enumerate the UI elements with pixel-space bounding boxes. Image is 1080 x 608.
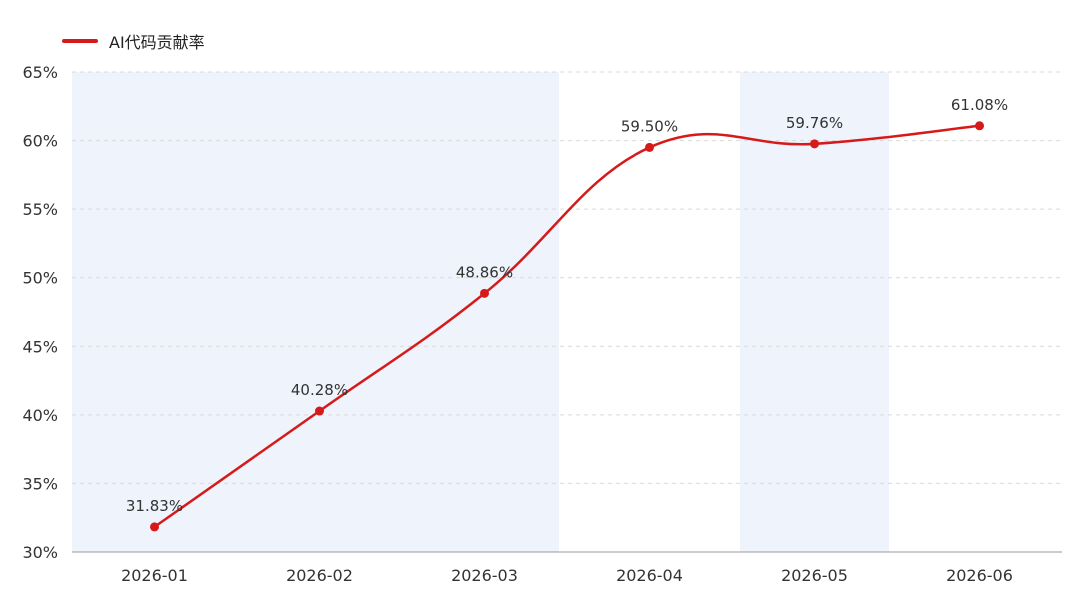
- shaded-bands: [72, 72, 889, 552]
- data-label: 59.76%: [786, 114, 843, 132]
- data-point: [480, 288, 489, 298]
- shaded-band-1: [72, 72, 559, 552]
- data-point: [810, 139, 819, 149]
- data-label: 31.83%: [126, 497, 183, 515]
- grid-lines: [72, 71, 1062, 553]
- x-tick-label: 2026-03: [451, 566, 518, 585]
- y-tick-label: 65%: [22, 63, 58, 82]
- y-tick-label: 45%: [22, 337, 58, 356]
- y-axis-tick-labels: 30% 35% 40% 45% 50% 55% 60% 65%: [22, 63, 58, 562]
- x-axis-tick-labels: 2026-01 2026-02 2026-03 2026-04 2026-05 2026-…: [121, 566, 1013, 585]
- x-tick-label: 2026-02: [286, 566, 353, 585]
- data-point: [645, 142, 654, 152]
- data-point: [315, 406, 324, 416]
- data-label: 40.28%: [291, 381, 348, 399]
- data-point: [150, 522, 159, 532]
- data-label: 48.86%: [456, 263, 513, 281]
- x-tick-label: 2026-04: [616, 566, 683, 585]
- series-ai-code-contribution: 31.83% 40.28% 48.86% 59.50% 59.76% 61.08%: [126, 96, 1008, 532]
- x-tick-label: 2026-05: [781, 566, 848, 585]
- y-tick-label: 60%: [22, 132, 58, 151]
- legend-line-swatch: [62, 39, 98, 43]
- data-point: [975, 121, 984, 131]
- y-tick-label: 55%: [22, 200, 58, 219]
- x-tick-label: 2026-01: [121, 566, 188, 585]
- y-tick-label: 40%: [22, 406, 58, 425]
- y-tick-label: 35%: [22, 474, 58, 493]
- data-label: 61.08%: [951, 96, 1008, 114]
- shaded-band-2: [740, 72, 889, 552]
- y-tick-label: 50%: [22, 269, 58, 288]
- legend-label: AI代码贡献率: [109, 33, 205, 52]
- x-tick-label: 2026-06: [946, 566, 1013, 585]
- chart-legend: AI代码贡献率: [62, 28, 205, 54]
- data-label: 59.50%: [621, 117, 678, 135]
- y-tick-label: 30%: [22, 543, 58, 562]
